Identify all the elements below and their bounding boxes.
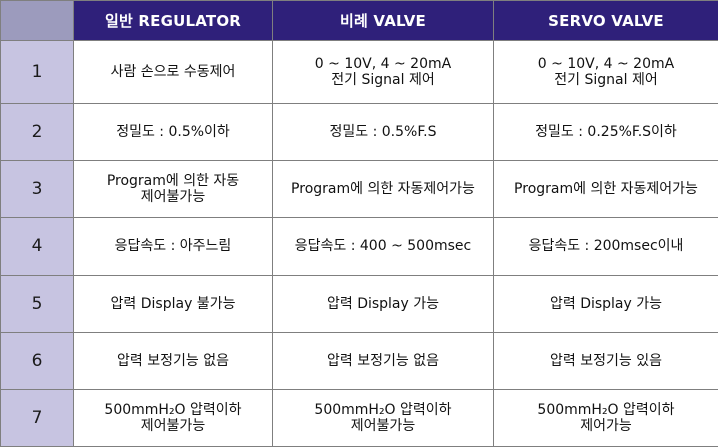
row-number: 5	[0, 274, 74, 333]
servo-valve-cell: 응답속도 : 200msec이내	[493, 217, 718, 276]
regulator-cell: 정밀도 : 0.5%이하	[73, 103, 273, 162]
cell-line: 제어가능	[580, 417, 632, 434]
row-number: 3	[0, 160, 74, 219]
cell-line: 사람 손으로 수동제어	[110, 64, 236, 81]
proportional-valve-cell: 정밀도 : 0.5%F.S	[272, 103, 494, 162]
cell-line: 압력 보정기능 있음	[550, 352, 662, 369]
cell-line: 전기 Signal 제어	[554, 72, 658, 89]
regulator-cell: Program에 의한 자동 제어불가능	[73, 160, 273, 219]
cell-line: 압력 보정기능 없음	[117, 352, 229, 369]
regulator-cell: 응답속도 : 아주느림	[73, 217, 273, 276]
cell-line: 전기 Signal 제어	[331, 72, 435, 89]
table-row: 1 사람 손으로 수동제어 0 ~ 10V, 4 ~ 20mA 전기 Signal 제…	[0, 39, 718, 105]
cell-line: 압력 Display 가능	[549, 295, 663, 312]
cell-line: 0 ~ 10V, 4 ~ 20mA	[314, 56, 452, 73]
regulator-cell: 사람 손으로 수동제어	[73, 39, 273, 105]
cell-line: 압력 보정기능 없음	[327, 352, 439, 369]
regulator-cell: 500mmH₂O 압력이하 제어불가능	[73, 388, 273, 447]
cell-line: 제어불가능	[140, 189, 206, 206]
proportional-valve-cell: 0 ~ 10V, 4 ~ 20mA 전기 Signal 제어	[272, 39, 494, 105]
header-row: 일반 REGULATOR 비례 VALVE SERVO VALVE	[0, 0, 718, 41]
regulator-cell: 압력 Display 불가능	[73, 274, 273, 333]
proportional-valve-cell: Program에 의한 자동제어가능	[272, 160, 494, 219]
cell-line: 정밀도 : 0.5%이하	[116, 124, 230, 141]
row-number: 7	[0, 388, 74, 447]
row-number: 4	[0, 217, 74, 276]
row-number: 1	[0, 39, 74, 105]
cell-line: 정밀도 : 0.25%F.S이하	[535, 124, 677, 141]
table-row: 5 압력 Display 불가능 압력 Display 가능 압력 Display 가…	[0, 274, 718, 333]
header-proportional-valve: 비례 VALVE	[272, 0, 494, 41]
cell-line: Program에 의한 자동제어가능	[291, 181, 475, 198]
row-number: 2	[0, 103, 74, 162]
servo-valve-cell: 압력 Display 가능	[493, 274, 718, 333]
row-number: 6	[0, 331, 74, 390]
cell-line: Program에 의한 자동	[106, 173, 240, 190]
header-servo-valve: SERVO VALVE	[493, 0, 718, 41]
table-row: 7 500mmH₂O 압력이하 제어불가능 500mmH₂O 압력이하 제어불가능 500…	[0, 388, 718, 447]
table-row: 2 정밀도 : 0.5%이하 정밀도 : 0.5%F.S 정밀도 : 0.25%F.S…	[0, 103, 718, 162]
table-body: 1 사람 손으로 수동제어 0 ~ 10V, 4 ~ 20mA 전기 Signal 제…	[0, 39, 718, 447]
header-regulator: 일반 REGULATOR	[73, 0, 273, 41]
servo-valve-cell: 압력 보정기능 있음	[493, 331, 718, 390]
proportional-valve-cell: 압력 보정기능 없음	[272, 331, 494, 390]
table-row: 3 Program에 의한 자동 제어불가능 Program에 의한 자동제어가능 Pr…	[0, 160, 718, 219]
cell-line: 제어불가능	[140, 417, 206, 434]
cell-line: 응답속도 : 200msec이내	[528, 238, 684, 255]
cell-line: 정밀도 : 0.5%F.S	[329, 124, 437, 141]
servo-valve-cell: 정밀도 : 0.25%F.S이하	[493, 103, 718, 162]
cell-line: 제어불가능	[350, 417, 416, 434]
cell-line: 응답속도 : 400 ~ 500msec	[294, 238, 472, 255]
cell-line: 500mmH₂O 압력이하	[314, 401, 452, 418]
proportional-valve-cell: 500mmH₂O 압력이하 제어불가능	[272, 388, 494, 447]
cell-line: 500mmH₂O 압력이하	[104, 401, 242, 418]
servo-valve-cell: Program에 의한 자동제어가능	[493, 160, 718, 219]
cell-line: 0 ~ 10V, 4 ~ 20mA	[537, 56, 675, 73]
cell-line: 응답속도 : 아주느림	[114, 238, 232, 255]
servo-valve-cell: 0 ~ 10V, 4 ~ 20mA 전기 Signal 제어	[493, 39, 718, 105]
proportional-valve-cell: 압력 Display 가능	[272, 274, 494, 333]
cell-line: 압력 Display 가능	[326, 295, 440, 312]
cell-line: 압력 Display 불가능	[110, 295, 236, 312]
table-header: 일반 REGULATOR 비례 VALVE SERVO VALVE	[0, 0, 718, 41]
header-corner-cell	[0, 0, 74, 41]
cell-line: 500mmH₂O 압력이하	[537, 401, 675, 418]
table-row: 6 압력 보정기능 없음 압력 보정기능 없음 압력 보정기능 있음	[0, 331, 718, 390]
table-row: 4 응답속도 : 아주느림 응답속도 : 400 ~ 500msec 응답속도 : 2…	[0, 217, 718, 276]
cell-line: Program에 의한 자동제어가능	[514, 181, 698, 198]
regulator-cell: 압력 보정기능 없음	[73, 331, 273, 390]
servo-valve-cell: 500mmH₂O 압력이하 제어가능	[493, 388, 718, 447]
proportional-valve-cell: 응답속도 : 400 ~ 500msec	[272, 217, 494, 276]
